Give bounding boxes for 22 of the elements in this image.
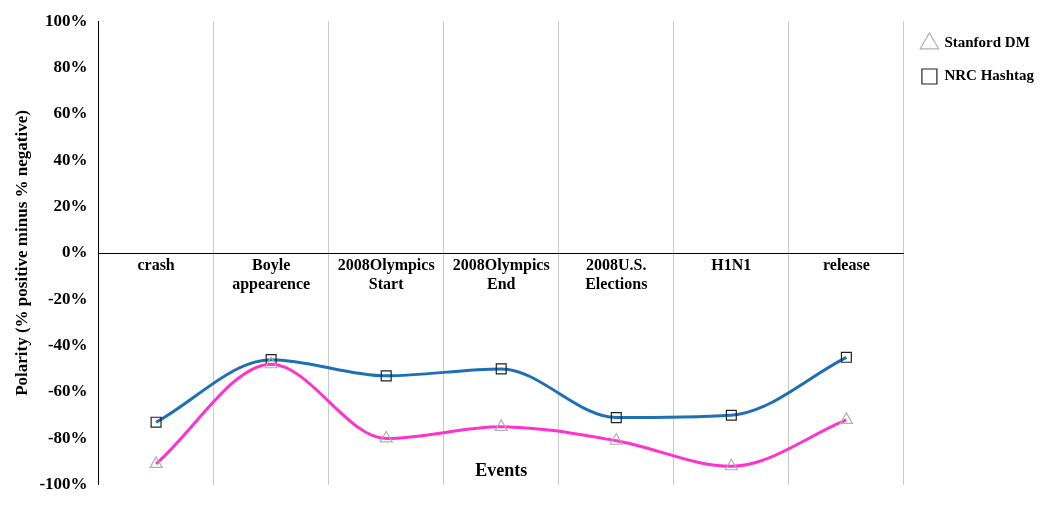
legend-label: Stanford DM <box>944 34 1030 51</box>
y-tick-label: 20% <box>53 196 88 216</box>
x-tick-label: crash <box>137 255 175 273</box>
y-tick-label: -80% <box>47 427 88 447</box>
y-tick-label: 80% <box>53 56 88 76</box>
x-tick-label: 2008Olympics Start <box>337 255 435 292</box>
y-axis-title: Polarity (% positive minus % negative) <box>11 110 31 396</box>
x-tick-label: Boyle appearence <box>232 255 311 293</box>
y-tick-label: -40% <box>47 335 88 355</box>
x-tick-label: H1N1 <box>711 255 752 273</box>
y-tick-label: 0% <box>62 242 88 262</box>
x-tick-label: 2008U.S. Elections <box>585 255 648 292</box>
x-tick-label: release <box>822 255 870 273</box>
y-tick-label: -20% <box>47 288 88 308</box>
x-tick-label: 2008Olympics End <box>452 255 550 292</box>
y-tick-label: 40% <box>53 149 88 169</box>
y-tick-label: 100% <box>45 10 88 30</box>
x-axis-title: Events <box>475 460 528 481</box>
y-tick-label: 60% <box>53 103 88 123</box>
y-tick-label: -60% <box>47 381 88 401</box>
y-tick-label: -100% <box>39 474 88 494</box>
legend-label: NRC Hashtag <box>944 67 1035 84</box>
